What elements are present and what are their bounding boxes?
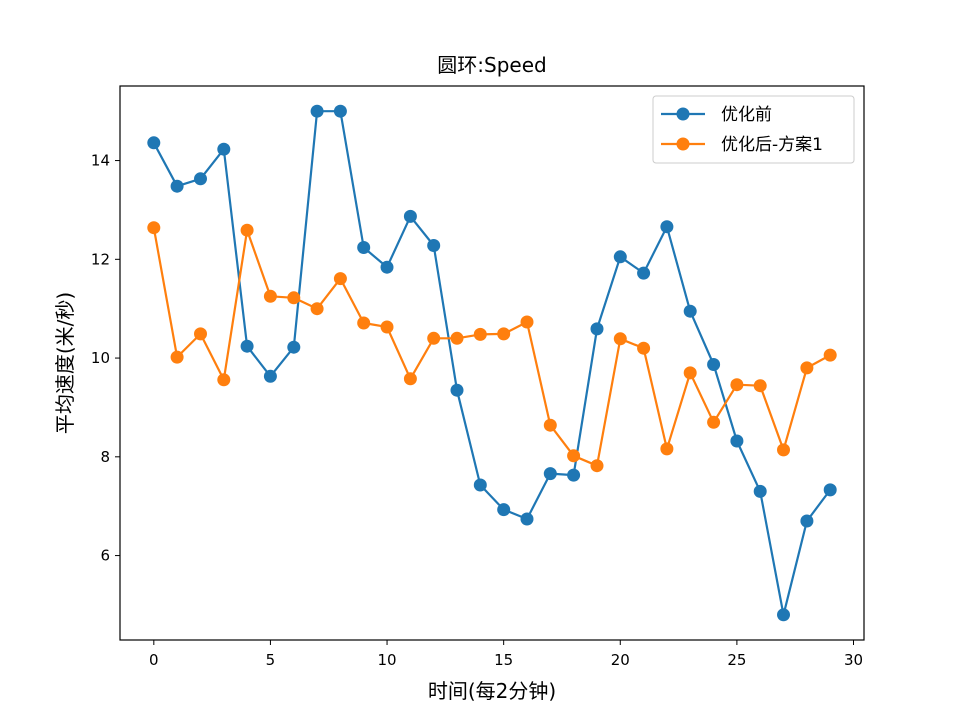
series-2-point: [567, 449, 581, 463]
series-2-point: [333, 272, 347, 286]
series-2-point: [427, 331, 441, 345]
plot-area: [147, 104, 837, 622]
series-2-point: [497, 327, 511, 341]
series-2-point: [590, 459, 604, 473]
series-1-point: [263, 369, 277, 383]
legend-marker-2: [676, 137, 690, 151]
series-1-point: [497, 503, 511, 517]
series-2-point: [543, 418, 557, 432]
series-line-2: [152, 227, 831, 467]
x-tick-label: 5: [266, 651, 276, 669]
series-2-point: [707, 415, 721, 429]
y-tick-label: 12: [91, 250, 110, 268]
legend-box: [652, 95, 855, 164]
series-1-point: [753, 484, 767, 498]
plot-frame: [119, 85, 865, 641]
series-2-point: [194, 327, 207, 341]
series-1-point: [403, 209, 417, 223]
x-tick-label: 0: [149, 651, 159, 669]
series-2-point: [450, 331, 464, 345]
series-2-point: [473, 327, 487, 341]
series-1-point: [543, 467, 557, 481]
series-2-point: [730, 378, 744, 392]
y-tick-label: 10: [91, 349, 110, 367]
series-1-point: [637, 266, 651, 280]
y-tick-label: 6: [100, 547, 110, 565]
series-2-point: [637, 341, 651, 355]
series-1-point: [287, 340, 301, 354]
x-tick-label: 15: [494, 651, 513, 669]
series-1-point: [707, 358, 721, 371]
axis-ticks: 0 5 10 15 20 25 30 6 8 10 12 14: [91, 152, 863, 669]
series-2-point: [800, 361, 814, 375]
legend-marker-1: [676, 107, 690, 121]
series-1-point: [567, 468, 581, 482]
series-1-point: [800, 514, 814, 528]
series-1-point: [450, 383, 464, 397]
series-2-point: [240, 223, 254, 237]
series-2-point: [263, 289, 277, 303]
series-2-point: [403, 372, 417, 386]
series-2-point: [823, 348, 837, 362]
series-2-point: [613, 332, 627, 346]
series-2-point: [357, 316, 371, 330]
series-1-point: [777, 608, 790, 622]
series-2-point: [217, 373, 231, 387]
series-2-point: [147, 221, 161, 235]
series-1-point: [194, 172, 207, 186]
series-1-point: [613, 250, 627, 264]
series-2-point: [777, 443, 790, 457]
series-2-point: [310, 302, 324, 316]
y-axis-label: 平均速度(米/秒): [53, 292, 77, 434]
series-1-point: [473, 478, 487, 492]
series-2-point: [660, 442, 674, 456]
series-2-point: [753, 379, 767, 393]
series-1-point: [660, 220, 674, 234]
x-tick-label: 25: [727, 651, 746, 669]
series-1-point: [683, 304, 697, 318]
series-1-point: [240, 339, 254, 353]
y-tick-label: 14: [91, 152, 110, 170]
series-2-point: [170, 350, 184, 364]
series-1-point: [823, 483, 837, 497]
series-1-point: [427, 239, 441, 252]
series-1-point: [730, 434, 744, 448]
series-1-point: [333, 104, 347, 118]
series-1-point: [590, 322, 604, 336]
legend-label-1: 优化前: [721, 105, 772, 125]
series-2-point: [520, 315, 534, 329]
series-1-point: [380, 260, 394, 274]
series-2-point: [380, 320, 394, 334]
series-2-point: [683, 366, 697, 380]
x-tick-label: 30: [844, 651, 863, 669]
chart-title: 圆环:Speed: [437, 53, 546, 77]
y-tick-label: 8: [100, 448, 110, 466]
series-1-point: [217, 142, 231, 156]
series-1-point: [520, 512, 534, 526]
x-axis-label: 时间(每2分钟): [428, 679, 556, 703]
series-1-point: [357, 241, 371, 254]
x-tick-label: 20: [611, 651, 630, 669]
series-2-point: [287, 291, 301, 305]
series-1-point: [170, 179, 184, 193]
series-1-point: [147, 136, 161, 150]
x-tick-label: 10: [378, 651, 397, 669]
series-1-point: [310, 104, 324, 118]
legend-label-2: 优化后-方案1: [721, 135, 823, 155]
